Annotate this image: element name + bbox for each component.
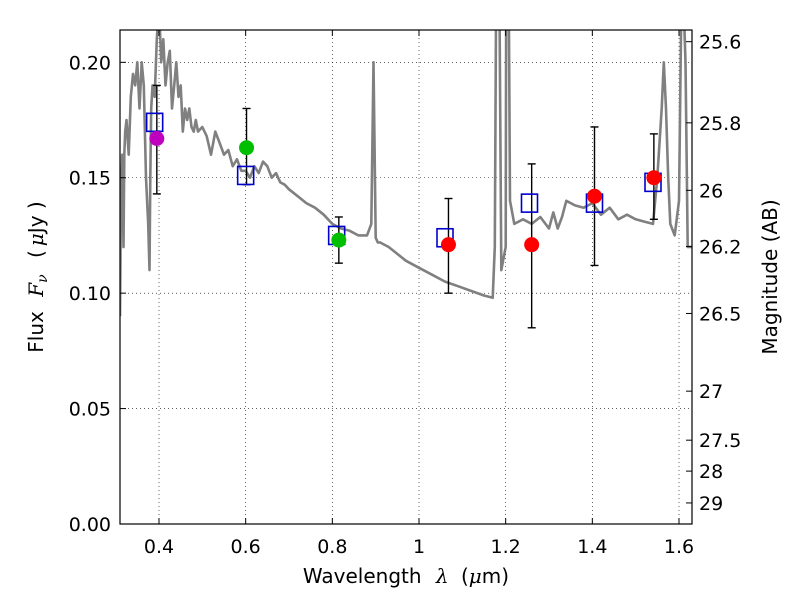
model-point-square <box>520 193 539 213</box>
x-tick-label: 0.8 <box>317 536 347 558</box>
grid-lines <box>120 30 692 525</box>
model-point-square <box>236 165 255 186</box>
y-tick-label: 0.20 <box>69 52 111 74</box>
y-axis-unit-open: ( <box>24 250 48 258</box>
x-tick-label: 1.6 <box>664 536 694 558</box>
x-axis-unit-mu: μ <box>469 564 482 588</box>
y2-tick-label: 28 <box>699 461 723 483</box>
x-axis-label: Wavelength λ (μm) <box>303 564 509 588</box>
x-tick-label: 1.2 <box>491 536 521 558</box>
x-tick-label: 1 <box>413 536 425 558</box>
observed-point <box>239 140 255 156</box>
x-axis-symbol: λ <box>435 564 449 588</box>
observed-point <box>524 237 540 253</box>
x-axis-label-text: Wavelength <box>303 564 422 588</box>
y2-tick-label: 25.8 <box>699 113 741 135</box>
y-axis-unit-rest: Jy ) <box>24 201 48 235</box>
y-axis-unit-mu: μ <box>24 233 48 246</box>
x-tick-label: 1.4 <box>577 536 607 558</box>
y2-tick-label: 27.5 <box>699 430 741 452</box>
observed-point <box>440 237 456 253</box>
observed-point <box>331 232 347 248</box>
y2-tick-label: 26 <box>699 180 723 202</box>
observed-point <box>149 130 165 146</box>
y2-tick-label: 26.2 <box>699 236 741 258</box>
y2-tick-label: 29 <box>699 493 723 515</box>
y2-axis-label: Magnitude (AB) <box>758 199 782 354</box>
y-tick-label: 0.15 <box>69 168 111 190</box>
observed-point <box>587 188 602 204</box>
y-axis-subscript: ν <box>35 274 51 283</box>
y-axis-label: Flux Fν ( μJy ) <box>24 201 52 352</box>
x-tick-label: 0.4 <box>144 536 174 558</box>
y-tick-label: 0.10 <box>69 283 111 305</box>
x-tick-label: 0.6 <box>231 536 261 558</box>
plot-frame <box>119 29 693 525</box>
data-points-layer <box>145 84 662 329</box>
axis-ticks: 0.4 0.6 0.8 1 1.2 1.4 1.6 0.00 0.05 0.10 0.15 0.20 2… <box>69 30 741 558</box>
observed-point <box>646 170 662 186</box>
y-axis-symbol: F <box>24 282 48 298</box>
y2-tick-label: 27 <box>699 381 723 403</box>
model-point-square <box>145 112 164 133</box>
y2-tick-label: 26.5 <box>699 303 741 325</box>
model-spectrum-layer <box>120 30 692 317</box>
model-spectrum-line <box>120 30 692 317</box>
x-axis-unit-rest: m) <box>482 564 509 588</box>
x-axis-unit-open: ( <box>461 564 469 588</box>
y-tick-label: 0.00 <box>69 514 111 536</box>
y2-tick-label: 25.6 <box>699 32 741 54</box>
y-axis-label-text: Flux <box>24 311 48 353</box>
y-tick-label: 0.05 <box>69 399 111 421</box>
